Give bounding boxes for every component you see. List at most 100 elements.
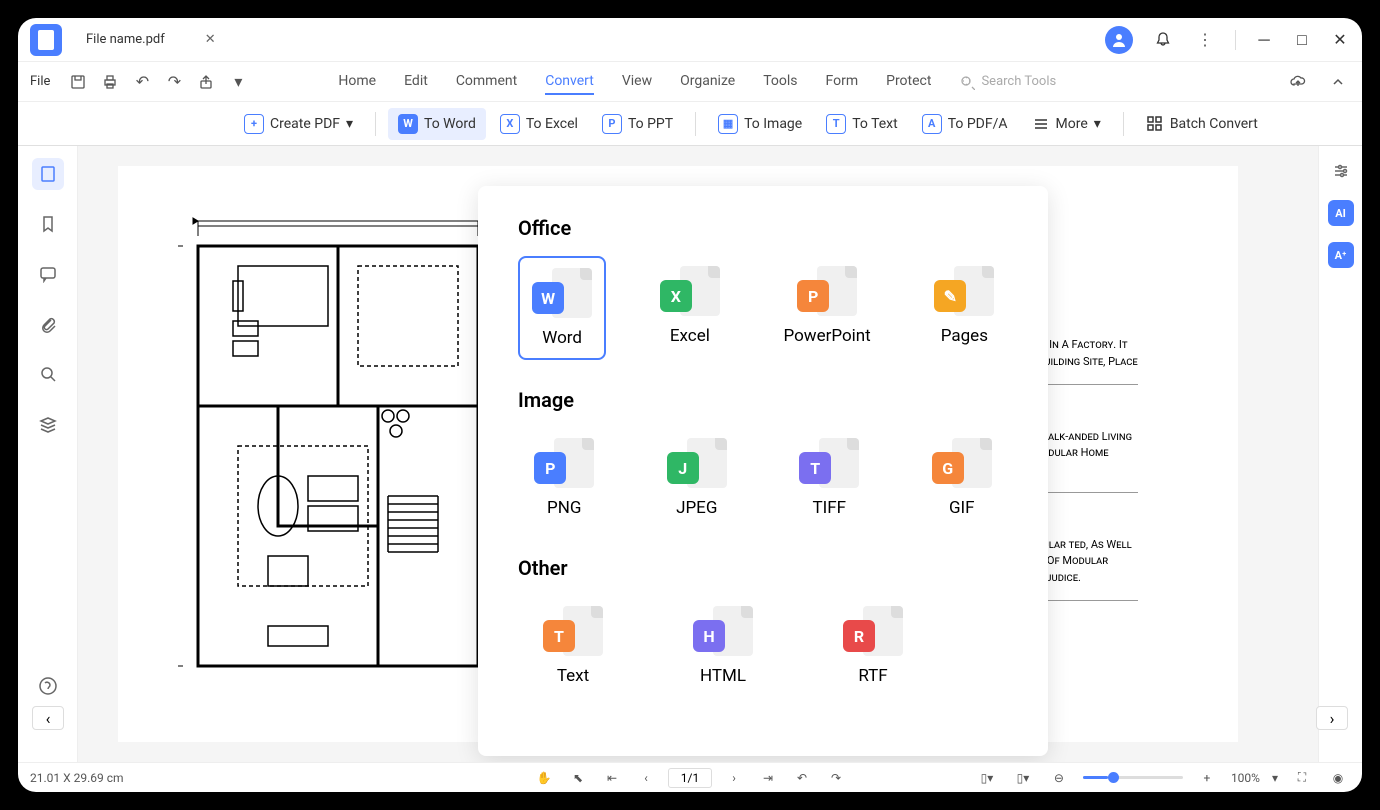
format-gif[interactable]: GGIF <box>916 428 1009 528</box>
zoom-value: 100% <box>1231 771 1260 785</box>
bookmark-icon[interactable] <box>32 208 64 240</box>
print-icon[interactable] <box>98 70 122 94</box>
ppt-icon: P <box>602 114 622 134</box>
tab-home[interactable]: Home <box>338 69 376 95</box>
next-page-icon[interactable]: › <box>722 766 746 790</box>
prev-page-icon[interactable]: ‹ <box>634 766 658 790</box>
tab-form[interactable]: Form <box>826 69 859 95</box>
to-ppt-button[interactable]: P To PPT <box>592 108 683 140</box>
more-button[interactable]: More ▾ <box>1022 109 1111 139</box>
to-image-button[interactable]: ▦ To Image <box>708 108 812 140</box>
cloud-icon[interactable] <box>1286 70 1310 94</box>
chevron-up-icon[interactable] <box>1326 70 1350 94</box>
maximize-icon[interactable]: □ <box>1292 30 1312 50</box>
collapse-right-icon[interactable]: › <box>1316 706 1348 730</box>
popup-section-title: Office <box>518 216 1008 240</box>
tab-view[interactable]: View <box>622 69 652 95</box>
fit-page-icon[interactable]: ▯▾ <box>975 766 999 790</box>
tab-edit[interactable]: Edit <box>404 69 428 95</box>
minimize-icon[interactable]: ─ <box>1254 30 1274 50</box>
dropdown-icon[interactable]: ▾ <box>226 70 250 94</box>
hand-tool-icon[interactable]: ✋ <box>532 766 556 790</box>
undo-icon[interactable]: ↶ <box>130 70 154 94</box>
tab-protect[interactable]: Protect <box>886 69 931 95</box>
create-pdf-button[interactable]: + Create PDF ▾ <box>234 108 363 140</box>
chevron-down-icon: ▾ <box>346 116 353 132</box>
format-png[interactable]: PPNG <box>518 428 611 528</box>
menubar: File ↶ ↷ ▾ Home Edit Comment Convert Vie… <box>18 62 1362 102</box>
tab-comment[interactable]: Comment <box>456 69 517 95</box>
kebab-menu-icon[interactable]: ⋮ <box>1193 28 1217 52</box>
convert-toolbar: + Create PDF ▾ W To Word X To Excel P To… <box>18 102 1362 146</box>
zoom-dropdown-icon[interactable]: ▾ <box>1272 771 1278 785</box>
to-word-button[interactable]: W To Word <box>388 108 486 140</box>
select-tool-icon[interactable]: ⬉ <box>566 766 590 790</box>
word-icon: W <box>398 114 418 134</box>
ai-icon[interactable]: AI <box>1328 200 1354 226</box>
first-page-icon[interactable]: ⇤ <box>600 766 624 790</box>
comment-icon[interactable] <box>32 258 64 290</box>
file-tab[interactable]: File name.pdf ✕ <box>74 32 228 47</box>
close-icon[interactable]: ✕ <box>1330 30 1350 50</box>
format-pages[interactable]: ✎Pages <box>921 256 1008 360</box>
to-pdfa-button[interactable]: A To PDF/A <box>912 108 1018 140</box>
format-excel[interactable]: XExcel <box>646 256 733 360</box>
zoom-slider[interactable] <box>1083 776 1183 779</box>
layers-icon[interactable] <box>32 408 64 440</box>
share-icon[interactable] <box>194 70 218 94</box>
chevron-down-icon: ▾ <box>1094 116 1101 132</box>
batch-convert-button[interactable]: Batch Convert <box>1136 109 1268 139</box>
right-sidebar: AI A⁺ <box>1318 146 1362 762</box>
format-text[interactable]: TText <box>518 596 628 696</box>
document-canvas[interactable]: Darkness ular Homes______Nancy Storrs - … <box>78 146 1318 762</box>
app-logo-icon <box>30 24 62 56</box>
layout-icon[interactable]: ▯▾ <box>1011 766 1035 790</box>
fullscreen-icon[interactable]: ⛶ <box>1290 766 1314 790</box>
search-tools[interactable]: Search Tools <box>959 74 1056 90</box>
tab-convert[interactable]: Convert <box>545 69 594 95</box>
format-powerpoint[interactable]: PPowerPoint <box>773 256 880 360</box>
file-menu[interactable]: File <box>30 74 50 89</box>
tab-filename: File name.pdf <box>86 32 165 47</box>
main-area: ‹ <box>18 146 1362 762</box>
zoom-out-icon[interactable]: ⊖ <box>1047 766 1071 790</box>
menu-tabs: Home Edit Comment Convert View Organize … <box>338 69 931 95</box>
convert-popup: OfficeWWordXExcelPPowerPoint✎PagesImageP… <box>478 186 1048 756</box>
format-tiff[interactable]: TTIFF <box>783 428 876 528</box>
last-page-icon[interactable]: ⇥ <box>756 766 780 790</box>
format-html[interactable]: HHTML <box>668 596 778 696</box>
bell-icon[interactable] <box>1151 28 1175 52</box>
page-input[interactable] <box>668 768 712 788</box>
redo-icon[interactable]: ↷ <box>162 70 186 94</box>
attachment-icon[interactable] <box>32 308 64 340</box>
tab-organize[interactable]: Organize <box>680 69 735 95</box>
format-rtf[interactable]: RRTF <box>818 596 928 696</box>
format-word[interactable]: WWord <box>518 256 606 360</box>
reading-mode-icon[interactable]: ◉ <box>1326 766 1350 790</box>
save-icon[interactable] <box>66 70 90 94</box>
left-sidebar <box>18 146 78 762</box>
translate-icon[interactable]: A⁺ <box>1328 242 1354 268</box>
help-icon[interactable] <box>32 670 64 702</box>
format-jpeg[interactable]: JJPEG <box>651 428 744 528</box>
popup-section-title: Other <box>518 556 1008 580</box>
tab-close-icon[interactable]: ✕ <box>205 32 216 47</box>
titlebar: File name.pdf ✕ ⋮ ─ □ ✕ <box>18 18 1362 62</box>
tab-tools[interactable]: Tools <box>763 69 797 95</box>
settings-icon[interactable] <box>1328 158 1354 184</box>
to-text-button[interactable]: T To Text <box>816 108 908 140</box>
thumbnails-icon[interactable] <box>32 158 64 190</box>
zoom-in-icon[interactable]: + <box>1195 766 1219 790</box>
rotate-left-icon[interactable]: ↶ <box>790 766 814 790</box>
excel-icon: X <box>500 114 520 134</box>
rotate-right-icon[interactable]: ↷ <box>824 766 848 790</box>
page-dimensions: 21.01 X 29.69 cm <box>30 771 124 785</box>
search-placeholder: Search Tools <box>981 74 1056 89</box>
collapse-left-icon[interactable]: ‹ <box>32 706 64 730</box>
user-avatar-icon[interactable] <box>1105 26 1133 54</box>
statusbar: 21.01 X 29.69 cm ✋ ⬉ ⇤ ‹ › ⇥ ↶ ↷ ▯▾ ▯▾ ⊖… <box>18 762 1362 792</box>
image-icon: ▦ <box>718 114 738 134</box>
search-icon[interactable] <box>32 358 64 390</box>
to-excel-button[interactable]: X To Excel <box>490 108 588 140</box>
pdfa-icon: A <box>922 114 942 134</box>
